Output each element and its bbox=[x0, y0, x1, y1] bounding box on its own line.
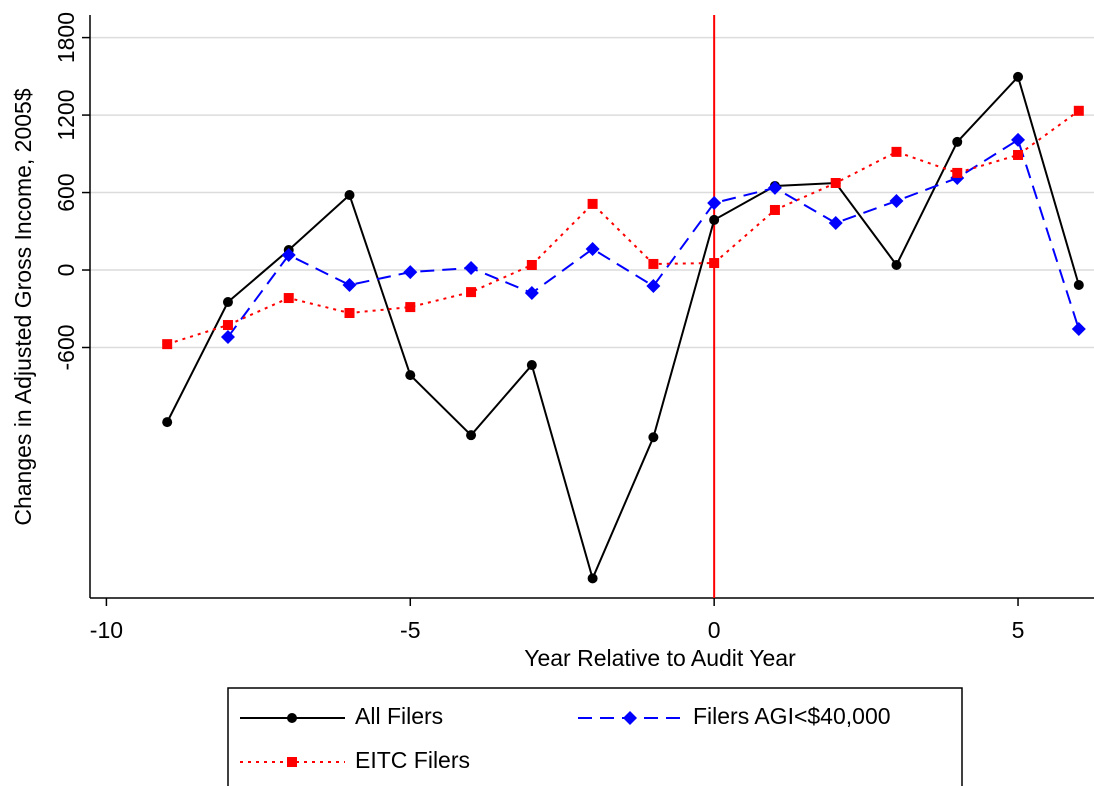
y-tick-label: 1800 bbox=[53, 12, 79, 63]
point bbox=[526, 360, 537, 371]
point bbox=[344, 308, 355, 319]
point bbox=[222, 320, 233, 331]
point bbox=[524, 286, 539, 301]
series-line bbox=[166, 110, 1080, 346]
legend-box bbox=[227, 687, 963, 786]
point bbox=[466, 430, 477, 441]
point bbox=[222, 297, 233, 308]
point bbox=[709, 214, 720, 225]
point bbox=[828, 216, 843, 231]
legend-marker bbox=[287, 713, 297, 723]
y-tick-label: 600 bbox=[53, 173, 79, 211]
x-tick-label: -10 bbox=[90, 617, 123, 643]
y-tick-label: 1200 bbox=[53, 89, 79, 140]
x-tick-label: 0 bbox=[708, 617, 721, 643]
y-axis-label: Changes in Adjusted Gross Income, 2005$ bbox=[10, 88, 36, 525]
legend-marker bbox=[623, 711, 637, 725]
point bbox=[585, 241, 600, 256]
series-line bbox=[166, 74, 1080, 582]
point bbox=[220, 330, 235, 345]
point bbox=[1073, 105, 1084, 116]
point bbox=[891, 259, 902, 270]
point bbox=[1071, 322, 1086, 337]
point bbox=[707, 196, 722, 211]
series-line bbox=[227, 138, 1080, 338]
point bbox=[891, 146, 902, 157]
point bbox=[587, 573, 598, 584]
x-tick-label: 5 bbox=[1012, 617, 1025, 643]
point bbox=[952, 167, 963, 178]
point bbox=[342, 278, 357, 293]
point bbox=[646, 279, 661, 294]
point bbox=[466, 287, 477, 298]
point bbox=[344, 190, 355, 201]
point bbox=[162, 417, 173, 428]
legend-marker bbox=[287, 757, 297, 767]
point bbox=[162, 339, 173, 350]
point bbox=[648, 258, 659, 269]
point bbox=[830, 177, 841, 188]
point bbox=[1073, 280, 1084, 291]
point bbox=[281, 248, 296, 263]
x-tick-label: -5 bbox=[400, 617, 420, 643]
point bbox=[769, 204, 780, 215]
point bbox=[405, 302, 416, 313]
x-axis-label: Year Relative to Audit Year bbox=[524, 645, 796, 671]
point bbox=[1011, 132, 1026, 147]
point bbox=[464, 260, 479, 275]
point bbox=[526, 259, 537, 270]
point bbox=[1013, 71, 1024, 82]
point bbox=[709, 258, 720, 269]
y-tick-label: -600 bbox=[53, 324, 79, 370]
point bbox=[405, 370, 416, 381]
point bbox=[952, 136, 963, 147]
legend-label: EITC Filers bbox=[355, 747, 470, 773]
y-tick-label: 0 bbox=[53, 264, 79, 277]
legend-label: Filers AGI<$40,000 bbox=[693, 703, 891, 729]
legend-label: All Filers bbox=[355, 703, 443, 729]
point bbox=[767, 180, 782, 195]
point bbox=[648, 432, 659, 443]
point bbox=[587, 198, 598, 209]
point bbox=[403, 265, 418, 280]
point bbox=[889, 193, 904, 208]
point bbox=[1013, 149, 1024, 160]
point bbox=[283, 293, 294, 304]
